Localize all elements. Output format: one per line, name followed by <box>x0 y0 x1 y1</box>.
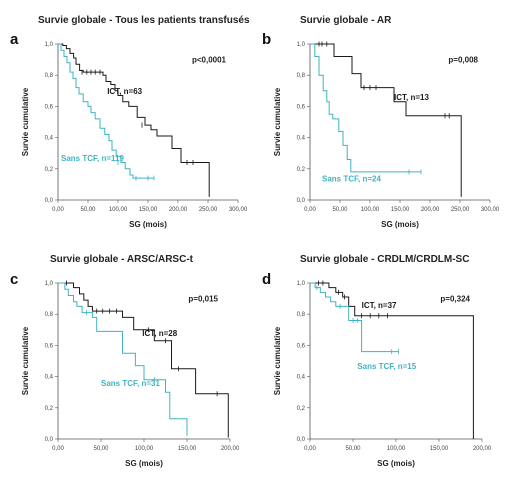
panel-a: a Survie globale - Tous les patients tran… <box>10 15 250 229</box>
x-tick-label: 200,00 <box>169 207 188 213</box>
x-tick-label: 50,00 <box>332 207 348 213</box>
survival-curve <box>310 282 474 439</box>
panel-c: c Survie globale - ARSC/ARSC-t 0,00 50,00 10… <box>10 254 240 468</box>
x-tick-label: 150,00 <box>139 207 158 213</box>
series-label: Sans TCF, n=24 <box>322 174 381 183</box>
series-label: Sans TCF, n=15 <box>357 362 416 371</box>
survival-curve <box>58 43 154 179</box>
y-tick-label: 0,2 <box>297 406 306 412</box>
y-tick-label: 0,8 <box>297 73 306 79</box>
x-tick-label: 0,00 <box>304 446 316 452</box>
x-tick-label: 300,00 <box>229 207 248 213</box>
x-axis-label: SG (mois) <box>381 220 419 229</box>
x-tick-label: 150,00 <box>178 446 197 452</box>
y-tick-label: 1,0 <box>45 281 54 287</box>
survival-curve <box>58 282 188 436</box>
survival-curve <box>58 43 210 197</box>
x-tick-label: 200,00 <box>473 446 492 452</box>
x-tick-label: 200,00 <box>421 207 440 213</box>
y-tick-label: 0,8 <box>297 312 306 318</box>
y-tick-label: 0,8 <box>45 73 54 79</box>
panel-title: Survie globale - AR <box>300 15 392 26</box>
y-tick-label: 0,2 <box>45 167 54 173</box>
series-label: Sans TCF, n=119 <box>61 154 124 163</box>
panel-letter: c <box>10 271 18 288</box>
x-tick-label: 100,00 <box>361 207 380 213</box>
panel-title: Survie globale - CRDLM/CRDLM-SC <box>300 254 469 265</box>
x-tick-label: 0,00 <box>304 207 316 213</box>
y-tick-label: 0,2 <box>297 167 306 173</box>
panel-d: d Survie globale - CRDLM/CRDLM-SC 0,00 50,0… <box>262 254 492 468</box>
x-tick-label: 0,00 <box>52 207 64 213</box>
y-tick-label: 0,0 <box>297 198 306 204</box>
series-ict: ICT, n=37 <box>310 280 474 439</box>
series-ict: ICT, n=13 <box>310 41 462 197</box>
y-axis-label: Survie cumulative <box>273 326 282 395</box>
x-tick-label: 250,00 <box>199 207 218 213</box>
y-tick-label: 0,6 <box>297 343 306 349</box>
p-value: p<0,0001 <box>192 56 227 65</box>
y-axis-label: Survie cumulative <box>273 87 282 156</box>
y-tick-label: 1,0 <box>297 281 306 287</box>
p-value: p=0,324 <box>440 295 470 304</box>
y-tick-label: 0,8 <box>45 312 54 318</box>
series-sans_tcf: Sans TCF, n=15 <box>310 282 417 371</box>
y-tick-label: 0,4 <box>45 375 54 381</box>
y-tick-label: 1,0 <box>45 42 54 48</box>
series-label: ICT, n=13 <box>394 93 429 102</box>
x-axis-label: SG (mois) <box>129 220 167 229</box>
series-ict: ICT, n=28 <box>58 280 229 438</box>
series-label: ICT, n=37 <box>362 301 397 310</box>
survival-curve <box>310 43 421 173</box>
x-tick-label: 150,00 <box>391 207 410 213</box>
y-axis-label: Survie cumulative <box>21 87 30 156</box>
x-tick-label: 0,00 <box>52 446 64 452</box>
x-tick-label: 200,00 <box>221 446 240 452</box>
x-tick-label: 50,00 <box>93 446 109 452</box>
panel-b: b Survie globale - AR 0,00 50,00 100,00 150,0… <box>262 15 500 229</box>
panel-title: Survie globale - ARSC/ARSC-t <box>50 254 194 265</box>
x-tick-label: 250,00 <box>451 207 470 213</box>
y-tick-label: 0,0 <box>45 437 54 443</box>
y-tick-label: 1,0 <box>297 42 306 48</box>
panel-letter: d <box>262 271 271 288</box>
series-ict: ICT, n=63 <box>58 43 210 197</box>
p-value: p=0,015 <box>188 295 218 304</box>
x-tick-label: 150,00 <box>430 446 449 452</box>
survival-curve <box>310 282 399 353</box>
y-axis-label: Survie cumulative <box>21 326 30 395</box>
survival-curve <box>310 43 462 197</box>
panel-letter: a <box>10 31 19 48</box>
x-tick-label: 50,00 <box>345 446 361 452</box>
series-sans_tcf: Sans TCF, n=31 <box>58 282 188 436</box>
y-tick-label: 0,6 <box>45 343 54 349</box>
series-label: ICT, n=28 <box>142 329 177 338</box>
series-sans_tcf: Sans TCF, n=119 <box>58 43 155 181</box>
panel-title: Survie globale - Tous les patients trans… <box>38 15 250 26</box>
y-tick-label: 0,0 <box>45 198 54 204</box>
series-label: Sans TCF, n=31 <box>101 379 160 388</box>
series-sans_tcf: Sans TCF, n=24 <box>310 43 422 183</box>
y-tick-label: 0,6 <box>297 104 306 110</box>
y-tick-label: 0,4 <box>297 375 306 381</box>
panel-letter: b <box>262 31 271 48</box>
x-tick-label: 300,00 <box>481 207 500 213</box>
y-tick-label: 0,2 <box>45 406 54 412</box>
x-tick-label: 100,00 <box>109 207 128 213</box>
x-axis-label: SG (mois) <box>125 459 163 468</box>
y-tick-label: 0,4 <box>45 136 54 142</box>
series-label: ICT, n=63 <box>107 87 142 96</box>
p-value: p=0,008 <box>448 56 478 65</box>
x-axis-label: SG (mois) <box>377 459 415 468</box>
survival-curve <box>58 282 229 438</box>
y-tick-label: 0,6 <box>45 104 54 110</box>
y-tick-label: 0,0 <box>297 437 306 443</box>
x-tick-label: 100,00 <box>135 446 154 452</box>
x-tick-label: 100,00 <box>387 446 406 452</box>
x-tick-label: 50,00 <box>80 207 96 213</box>
y-tick-label: 0,4 <box>297 136 306 142</box>
